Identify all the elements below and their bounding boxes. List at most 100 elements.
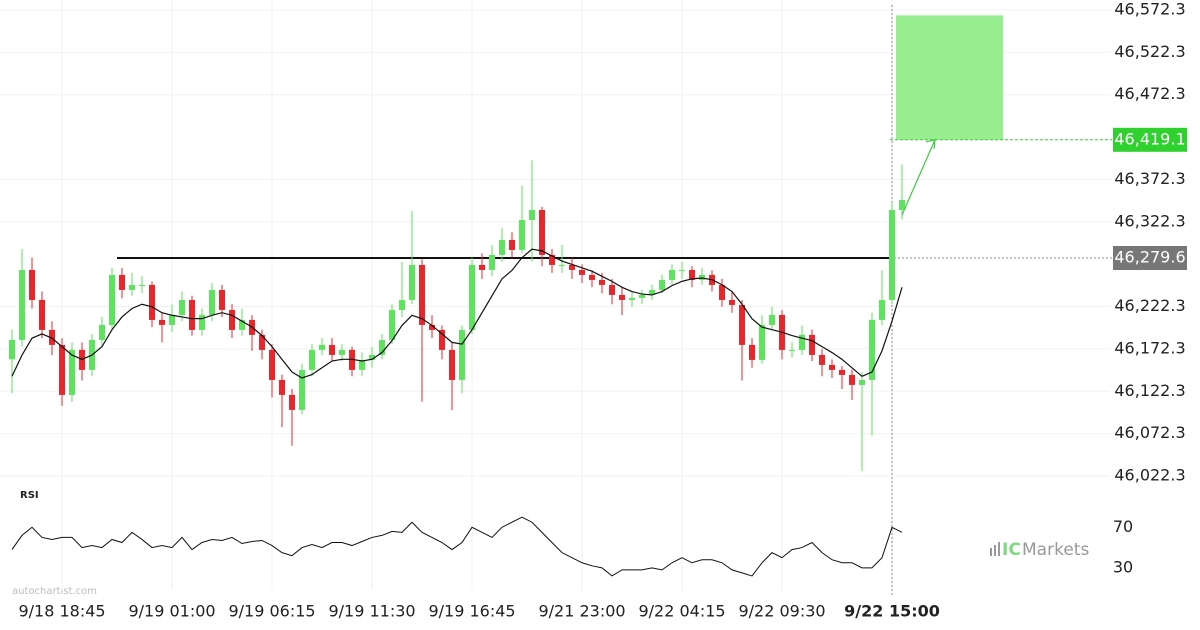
- candle-body: [879, 299, 885, 320]
- y-tick-label: 46,072.3: [1114, 423, 1185, 442]
- candle-body: [559, 264, 565, 266]
- candle-body: [739, 304, 745, 345]
- candle-body: [449, 349, 455, 380]
- logo-bar: [990, 548, 992, 556]
- candle-body: [609, 284, 615, 295]
- candle-body: [849, 374, 855, 385]
- x-tick-label: 9/19 06:15: [228, 602, 315, 621]
- candle-body: [189, 299, 195, 330]
- y-tick-label: 46,172.3: [1114, 338, 1185, 357]
- brand-prefix: IC: [1002, 540, 1021, 560]
- candle-body: [679, 269, 685, 271]
- x-tick-label: 9/22 15:00: [844, 602, 940, 621]
- candle-body: [529, 209, 535, 220]
- candle-body: [29, 269, 35, 300]
- candle-body: [49, 329, 55, 345]
- x-tick-label: 9/19 01:00: [128, 602, 215, 621]
- candle-body: [219, 289, 225, 310]
- candle-body: [389, 309, 395, 340]
- candle-body: [119, 274, 125, 290]
- candle-body: [199, 314, 205, 330]
- candle-body: [319, 344, 325, 350]
- candle-body: [179, 299, 185, 315]
- candle-body: [279, 379, 285, 395]
- candle-body: [719, 284, 725, 300]
- candle-body: [549, 254, 555, 265]
- x-tick-label: 9/21 23:00: [538, 602, 625, 621]
- y-tick-label: 46,322.3: [1114, 211, 1185, 230]
- candle-body: [469, 264, 475, 330]
- rsi-label: RSI: [20, 490, 39, 501]
- y-tick-label: 46,022.3: [1114, 466, 1185, 485]
- candle-body: [869, 319, 875, 380]
- y-tick-label: 46,122.3: [1114, 381, 1185, 400]
- candle-body: [789, 349, 795, 351]
- candle-body: [229, 309, 235, 330]
- x-tick-label: 9/22 09:30: [738, 602, 825, 621]
- x-tick-label: 9/22 04:15: [638, 602, 725, 621]
- candle-body: [669, 269, 675, 280]
- candle-body: [839, 369, 845, 375]
- candle-body: [899, 199, 905, 210]
- candle-body: [399, 299, 405, 310]
- candle-body: [629, 297, 635, 300]
- candle-body: [539, 209, 545, 255]
- candle-body: [59, 344, 65, 395]
- brand-logo: IC Markets: [990, 540, 1089, 560]
- candle-body: [329, 344, 335, 355]
- candle-body: [809, 334, 815, 355]
- candle-body: [729, 299, 735, 305]
- candle-body: [99, 324, 105, 340]
- candle-body: [649, 289, 655, 295]
- rsi-line: [11, 516, 903, 577]
- candle-body: [829, 364, 835, 370]
- candle-body: [139, 284, 145, 286]
- candle-body: [339, 349, 345, 355]
- candle-body: [359, 359, 365, 370]
- candle-body: [159, 319, 165, 325]
- candle-body: [889, 209, 895, 300]
- candle-body: [109, 274, 115, 325]
- candle-body: [369, 354, 375, 360]
- candle-body: [299, 369, 305, 410]
- candle-body: [499, 239, 505, 255]
- target-zone: [896, 15, 1003, 140]
- candle-body: [569, 264, 575, 270]
- candle-body: [759, 324, 765, 360]
- candle-body: [769, 314, 775, 325]
- candle-body: [409, 264, 415, 300]
- candle-body: [599, 279, 605, 285]
- moving-average: [11, 248, 903, 379]
- candle-body: [269, 349, 275, 380]
- rsi-tick-label: 70: [1113, 517, 1133, 536]
- watermark: autochartist.com: [12, 586, 97, 597]
- y-tick-label: 46,572.3: [1114, 0, 1185, 19]
- candle-body: [819, 354, 825, 365]
- candle-body: [589, 274, 595, 280]
- candle-body: [459, 329, 465, 380]
- candle-body: [289, 394, 295, 410]
- target-label: 46,419.1: [1114, 129, 1185, 148]
- candle-body: [39, 299, 45, 330]
- candle-body: [309, 349, 315, 370]
- candle-body: [149, 284, 155, 320]
- candle-body: [19, 269, 25, 340]
- level-tag: [1113, 245, 1187, 270]
- y-tick-label: 46,222.3: [1114, 296, 1185, 315]
- rsi-tick-label: 30: [1113, 557, 1133, 576]
- candle-body: [479, 264, 485, 270]
- candle-body: [429, 324, 435, 330]
- candle-body: [749, 344, 755, 360]
- candle-body: [799, 334, 805, 350]
- candle-body: [379, 339, 385, 355]
- candle-body: [859, 379, 865, 385]
- x-tick-label: 9/19 16:45: [428, 602, 515, 621]
- candle-body: [69, 349, 75, 395]
- candle-body: [659, 279, 665, 290]
- candle-body: [419, 264, 425, 325]
- target-tag: [1113, 127, 1187, 152]
- candle-body: [579, 269, 585, 275]
- candle-body: [639, 294, 645, 298]
- candle-body: [619, 294, 625, 300]
